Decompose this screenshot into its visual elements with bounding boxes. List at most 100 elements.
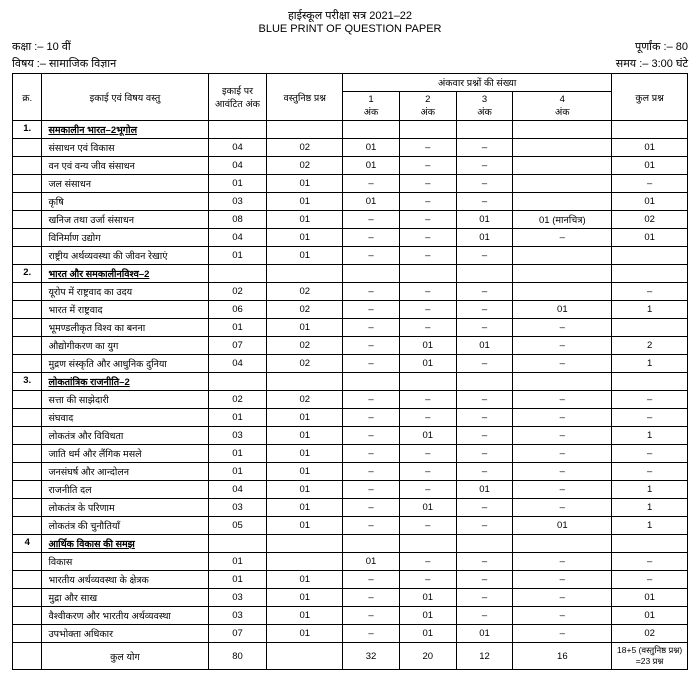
cell-topic: मुद्रण संस्कृति और आधुनिक दुनिया	[42, 355, 208, 373]
cell-total: –	[612, 391, 688, 409]
cell-total: 2	[612, 337, 688, 355]
cell-total: 01	[612, 229, 688, 247]
cell-1m: –	[343, 589, 400, 607]
cell-1m: –	[343, 607, 400, 625]
cell-obj: 01	[267, 481, 343, 499]
footer-label: कुल योग	[42, 643, 208, 670]
footer-row: कुल योग803220121618+5 (वस्तुनिष्ठ प्रश्न…	[13, 643, 688, 670]
cell-4m	[513, 139, 612, 157]
table-row: जल संसाधन0101––––	[13, 175, 688, 193]
cell-unit: 02	[208, 391, 267, 409]
cell-total: –	[612, 553, 688, 571]
cell-total: 1	[612, 301, 688, 319]
cell-total: 01	[612, 157, 688, 175]
cell-1m: 01	[343, 193, 400, 211]
section-title: भारत और समकालीनविश्व–2	[42, 265, 208, 283]
cell-3m: –	[456, 157, 513, 175]
footer-total: 18+5 (वस्तुनिष्ठ प्रश्न) =23 प्रश्न	[612, 643, 688, 670]
cell-4m	[513, 247, 612, 265]
footer-unit: 80	[208, 643, 267, 670]
cell-1m: –	[343, 283, 400, 301]
cell-topic: विकास	[42, 553, 208, 571]
cell-total: –	[612, 283, 688, 301]
time-label: समय :–	[616, 58, 649, 70]
cell-1m: –	[343, 481, 400, 499]
cell-obj: 02	[267, 139, 343, 157]
cell-topic: राजनीति दल	[42, 481, 208, 499]
cell-2m: –	[399, 157, 456, 175]
table-row: लोकतंत्र के परिणाम0301–01––1	[13, 499, 688, 517]
cell-sno	[13, 517, 42, 535]
table-row: सत्ता की साझेदारी0202–––––	[13, 391, 688, 409]
cell-unit: 03	[208, 193, 267, 211]
cell-3m: –	[456, 175, 513, 193]
cell-3m: –	[456, 463, 513, 481]
table-row: जनसंघर्ष और आन्दोलन0101–––––	[13, 463, 688, 481]
cell-1m: –	[343, 427, 400, 445]
meta-row-2: विषय :– सामाजिक विज्ञान समय :– 3:00 घंटे	[12, 56, 688, 71]
cell-sno	[13, 229, 42, 247]
cell-3m: –	[456, 355, 513, 373]
cell-total: 01	[612, 193, 688, 211]
cell-2m: –	[399, 517, 456, 535]
cell-topic: लोकतंत्र की चुनौतियाँ	[42, 517, 208, 535]
cell-obj: 02	[267, 301, 343, 319]
cell-sno	[13, 175, 42, 193]
cell-3m: 01	[456, 337, 513, 355]
cell-1m: –	[343, 247, 400, 265]
cell-topic: वैश्वीकरण और भारतीय अर्थव्यवस्था	[42, 607, 208, 625]
cell-2m: 01	[399, 589, 456, 607]
table-row: भूमण्डलीकृत विश्व का बनना0101––––	[13, 319, 688, 337]
cell-3m: –	[456, 571, 513, 589]
cell-1m: –	[343, 571, 400, 589]
cell-2m: –	[399, 193, 456, 211]
section-title: समकालीन भारत–2भूगोल	[42, 121, 208, 139]
cell-4m: –	[513, 427, 612, 445]
cell-4m	[513, 283, 612, 301]
cell-2m: 01	[399, 355, 456, 373]
cell-4m	[513, 175, 612, 193]
cell-obj: 01	[267, 625, 343, 643]
cell-unit: 06	[208, 301, 267, 319]
cell-3m: –	[456, 391, 513, 409]
cell-2m: 01	[399, 499, 456, 517]
cell-topic: खनिज तथा उर्जा संसाधन	[42, 211, 208, 229]
cell-3m: –	[456, 301, 513, 319]
cell-3m: –	[456, 283, 513, 301]
cell-total: –	[612, 409, 688, 427]
cell-obj: 02	[267, 337, 343, 355]
cell-2m: –	[399, 571, 456, 589]
section-title: लोकतांत्रिक राजनीति–2	[42, 373, 208, 391]
section-sno: 1.	[13, 121, 42, 139]
cell-sno	[13, 157, 42, 175]
cell-4m: –	[513, 553, 612, 571]
cell-sno	[13, 211, 42, 229]
table-row: राजनीति दल0401––01–1	[13, 481, 688, 499]
cell-total	[612, 319, 688, 337]
cell-2m: –	[399, 139, 456, 157]
cell-topic: मुद्रा और साख	[42, 589, 208, 607]
cell-2m: –	[399, 211, 456, 229]
cell-topic: भूमण्डलीकृत विश्व का बनना	[42, 319, 208, 337]
cell-sno	[13, 391, 42, 409]
cell-1m: –	[343, 301, 400, 319]
cell-1m: 01	[343, 157, 400, 175]
cell-topic: कृषि	[42, 193, 208, 211]
cell-1m: –	[343, 175, 400, 193]
cell-total: –	[612, 571, 688, 589]
cell-sno	[13, 337, 42, 355]
cell-obj: 01	[267, 445, 343, 463]
cell-obj: 01	[267, 175, 343, 193]
cell-topic: जनसंघर्ष और आन्दोलन	[42, 463, 208, 481]
cell-obj: 01	[267, 409, 343, 427]
cell-unit: 03	[208, 427, 267, 445]
cell-3m: –	[456, 517, 513, 535]
cell-2m: 01	[399, 625, 456, 643]
cell-unit: 07	[208, 337, 267, 355]
cell-obj: 01	[267, 427, 343, 445]
cell-sno	[13, 607, 42, 625]
cell-sno	[13, 139, 42, 157]
cell-obj: 02	[267, 283, 343, 301]
section-sno: 3.	[13, 373, 42, 391]
cell-sno	[13, 319, 42, 337]
